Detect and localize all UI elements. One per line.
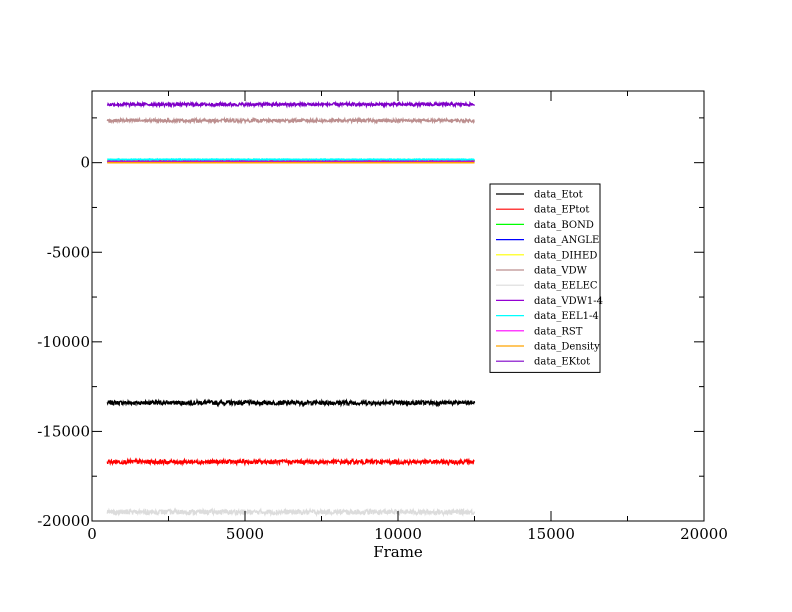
legend-label-11: data_EKtot bbox=[534, 357, 590, 368]
x-tick-label: 20000 bbox=[680, 525, 728, 543]
y-tick-label: 0 bbox=[80, 154, 90, 172]
legend-label-9: data_RST bbox=[534, 326, 583, 337]
legend-label-3: data_ANGLE bbox=[534, 235, 599, 246]
legend-label-6: data_EELEC bbox=[534, 281, 598, 292]
legend-label-2: data_BOND bbox=[534, 220, 594, 231]
legend-label-1: data_EPtot bbox=[534, 205, 589, 216]
y-tick-label: -20000 bbox=[37, 512, 90, 530]
legend-label-8: data_EEL1-4 bbox=[534, 311, 599, 322]
y-tick-label: -15000 bbox=[37, 422, 90, 440]
series-line-5 bbox=[106, 116, 475, 125]
x-axis-title: Frame bbox=[373, 543, 423, 561]
legend-label-10: data_Density bbox=[534, 342, 600, 353]
series-line-0 bbox=[106, 398, 476, 408]
x-tick-label: 10000 bbox=[374, 525, 422, 543]
legend-label-4: data_DIHED bbox=[534, 250, 597, 261]
x-tick-label: 5000 bbox=[226, 525, 264, 543]
series-line-6 bbox=[106, 507, 476, 518]
ticks-layer: 0 5000 10000 15000 20000 0 -5000 -10000 -15000 -2… bbox=[37, 91, 728, 543]
legend-label-5: data_VDW bbox=[534, 266, 588, 277]
plot-frame bbox=[91, 90, 705, 522]
series-line-11 bbox=[106, 100, 476, 109]
legend-label-7: data_VDW1-4 bbox=[534, 296, 603, 307]
legend-box bbox=[489, 183, 601, 373]
x-tick-label: 0 bbox=[87, 525, 97, 543]
series-line-1 bbox=[106, 457, 475, 467]
series-layer bbox=[106, 100, 476, 518]
series-line-8 bbox=[106, 157, 475, 162]
y-tick-label: -5000 bbox=[47, 243, 90, 261]
legend: data_Etot data_EPtot data_BOND data_ANGLEda… bbox=[489, 183, 603, 373]
series-line-7 bbox=[106, 159, 475, 164]
x-tick-label: 15000 bbox=[527, 525, 575, 543]
y-tick-label: -10000 bbox=[37, 333, 90, 351]
legend-label-0: data_Etot bbox=[534, 190, 583, 201]
